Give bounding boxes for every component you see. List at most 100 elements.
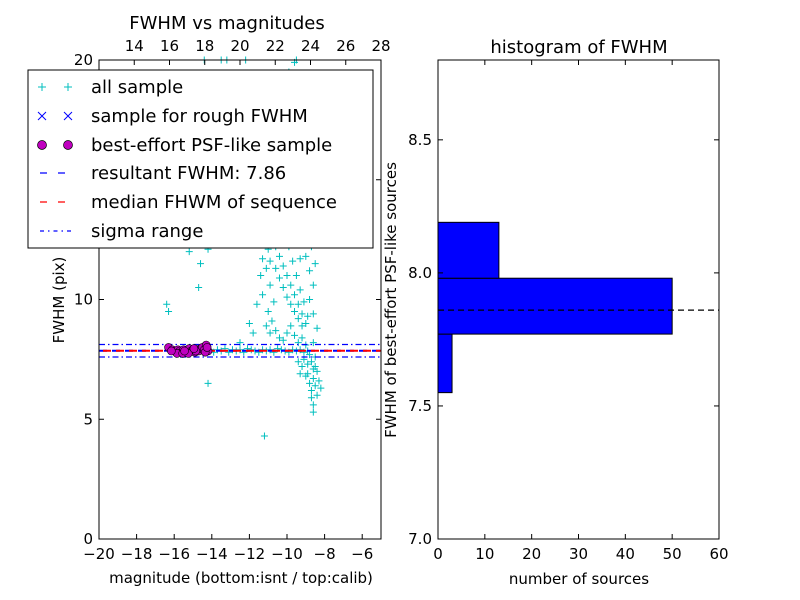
- y-tick-label: 8.5: [408, 131, 432, 149]
- x-tick-label: −8: [314, 545, 336, 563]
- all-sample-point: [257, 272, 265, 280]
- legend-x-marker: [37, 111, 47, 121]
- left-reference-lines: [99, 340, 381, 358]
- all-sample-point: [306, 267, 314, 275]
- top-x-tick-label: 28: [371, 37, 390, 55]
- x-tick-label: 0: [433, 545, 443, 563]
- all-sample-point: [294, 300, 302, 308]
- x-tick-label: 40: [616, 545, 635, 563]
- legend-plus-marker: [38, 83, 46, 91]
- x-tick-label: −18: [121, 545, 153, 563]
- legend: all sample sample for rough FWHM best-effo…: [27, 69, 374, 249]
- all-sample-point: [253, 300, 261, 308]
- x-tick-label: 60: [709, 545, 728, 563]
- legend-entry: best-effort PSF-like sample: [37, 135, 332, 156]
- y-tick-label: 0: [83, 530, 93, 548]
- all-sample-point: [279, 262, 287, 270]
- x-tick-label: 10: [475, 545, 494, 563]
- all-sample-point: [197, 260, 205, 268]
- all-sample-point: [306, 351, 314, 359]
- right-histogram-chart: histogram of FWHM 0 10 20 30 40 50 60 7.0 7.5 8.…: [382, 37, 729, 588]
- all-sample-point: [283, 272, 291, 280]
- all-sample-point: [275, 274, 283, 282]
- x-tick-label: 50: [663, 545, 682, 563]
- legend-box: [27, 69, 374, 249]
- left-x-axis-label: magnitude (bottom:isnt / top:calib): [109, 569, 373, 587]
- legend-entry: sample for rough FWHM: [37, 106, 308, 127]
- all-sample-point: [302, 372, 310, 380]
- legend-label: all sample: [91, 77, 183, 98]
- all-sample-point: [204, 379, 212, 387]
- all-sample-point: [287, 322, 295, 330]
- all-sample-point: [317, 384, 325, 392]
- legend-circle-marker: [37, 140, 47, 150]
- histogram-bars: [437, 221, 673, 394]
- all-sample-point: [298, 363, 306, 371]
- all-sample-point: [311, 363, 319, 371]
- all-sample-point: [266, 281, 274, 289]
- all-sample-point: [298, 334, 306, 342]
- legend-entry: median FHWM of sequence: [40, 192, 337, 213]
- all-sample-point: [260, 432, 268, 440]
- all-sample-point: [245, 319, 253, 327]
- x-tick-label: −20: [83, 545, 115, 563]
- x-tick-label: −16: [158, 545, 190, 563]
- all-sample-point: [283, 329, 291, 337]
- legend-label: resultant FWHM: 7.86: [91, 163, 286, 184]
- all-sample-point: [304, 360, 312, 368]
- all-sample-point: [275, 252, 283, 260]
- all-sample-point: [302, 252, 310, 260]
- psf-sample-point: [167, 346, 176, 356]
- psf-sample-point: [180, 346, 189, 356]
- x-tick-label: 20: [522, 545, 541, 563]
- all-sample-point: [302, 319, 310, 327]
- histogram-bar: [437, 277, 673, 335]
- y-tick-label: 20: [74, 51, 93, 69]
- legend-entry: sigma range: [40, 221, 203, 242]
- all-sample-point: [268, 317, 276, 325]
- all-sample-point: [236, 339, 244, 347]
- all-sample-point: [272, 327, 280, 335]
- all-sample-point: [309, 408, 317, 416]
- all-sample-point: [311, 260, 319, 268]
- top-x-tick-label: 22: [266, 37, 285, 55]
- all-sample-point: [306, 296, 314, 303]
- all-sample-point: [249, 329, 257, 337]
- legend-x-marker: [63, 111, 73, 121]
- legend-entry: resultant FWHM: 7.86: [40, 163, 286, 184]
- all-sample-point: [279, 336, 287, 344]
- y-tick-label: 7.5: [408, 397, 432, 415]
- right-y-ticks: 7.0 7.5 8.0 8.5: [408, 131, 719, 548]
- x-tick-label: −6: [351, 545, 373, 563]
- all-sample-point: [272, 264, 280, 272]
- all-sample-point: [307, 394, 315, 402]
- legend-label: sample for rough FWHM: [91, 106, 308, 127]
- all-sample-point: [304, 312, 312, 320]
- y-tick-label: 10: [74, 291, 93, 309]
- right-chart-title: histogram of FWHM: [490, 37, 667, 58]
- left-scatter-chart: FWHM vs magnitudes −20 −18 −16 −14 −12 −10 −8−…: [27, 13, 391, 587]
- all-sample-point: [283, 293, 291, 301]
- all-sample-point: [296, 255, 304, 263]
- all-sample-point: [313, 391, 321, 399]
- all-sample-point: [291, 331, 299, 339]
- all-sample-point: [315, 377, 323, 385]
- psf-sample-point: [189, 344, 199, 353]
- all-sample-point: [300, 298, 308, 306]
- all-sample-point: [291, 307, 299, 315]
- all-sample-point: [287, 281, 295, 289]
- all-sample-point: [287, 300, 295, 308]
- all-sample-point: [195, 284, 203, 292]
- all-sample-point: [225, 348, 233, 356]
- y-tick-label: 7.0: [408, 530, 432, 548]
- all-sample-point: [292, 272, 300, 280]
- all-sample-point: [270, 298, 278, 306]
- all-sample-point: [266, 257, 274, 265]
- all-sample-point: [185, 248, 193, 256]
- legend-entry: all sample: [38, 77, 183, 98]
- x-tick-label: −12: [234, 545, 266, 563]
- all-sample-point: [307, 358, 315, 366]
- all-sample-point: [306, 379, 314, 387]
- all-sample-point: [294, 315, 302, 323]
